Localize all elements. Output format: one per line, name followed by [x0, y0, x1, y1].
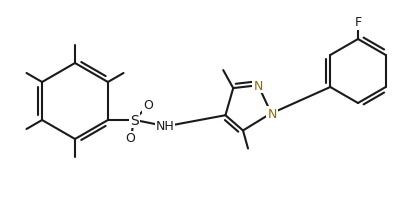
Text: N: N: [267, 107, 276, 120]
Text: O: O: [125, 132, 135, 145]
Text: N: N: [253, 79, 262, 92]
Text: F: F: [354, 16, 361, 29]
Text: O: O: [142, 99, 152, 112]
Text: NH: NH: [155, 119, 174, 132]
Text: S: S: [130, 113, 139, 127]
